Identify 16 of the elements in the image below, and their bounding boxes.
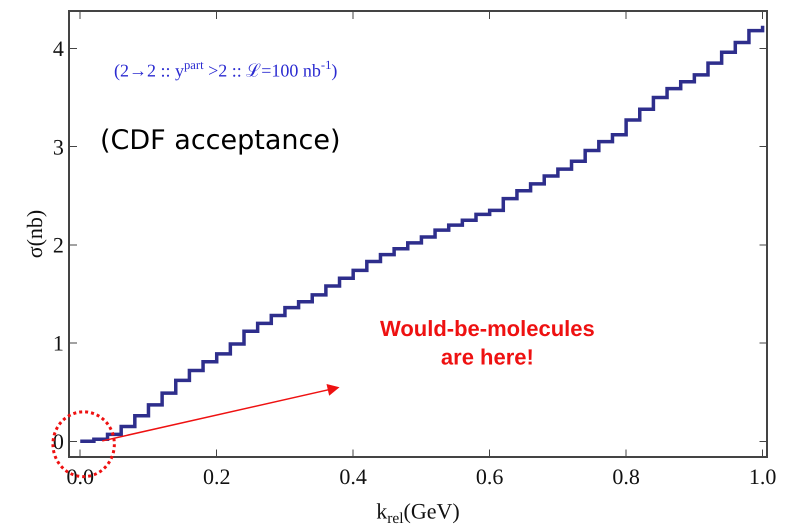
annotation: (CDF acceptance) [100,125,341,156]
y-tick-label: 0 [52,428,64,454]
y-axis-title: σ(nb) [22,210,48,258]
x-axis-title: k$_{rel}$(GeV) [376,498,460,528]
x-tick-label: 0.6 [476,464,504,490]
x-tick-label: 0.2 [202,464,230,490]
y-tick-label: 3 [52,134,64,160]
y-tick-label: 4 [52,36,64,62]
annotation: Would-be-molecules are here! [380,316,595,370]
y-tick-label: 2 [52,232,64,258]
x-tick-label: 0.8 [612,464,640,490]
x-tick-label: 0.0 [66,464,94,490]
annotation: (2→2 :: y$^{part}$ >2 :: ℒ=100 nb$^{-1}$) [114,58,338,81]
x-tick-label: 1.0 [748,464,776,490]
y-tick-label: 1 [52,330,64,356]
x-tick-label: 0.4 [339,464,367,490]
